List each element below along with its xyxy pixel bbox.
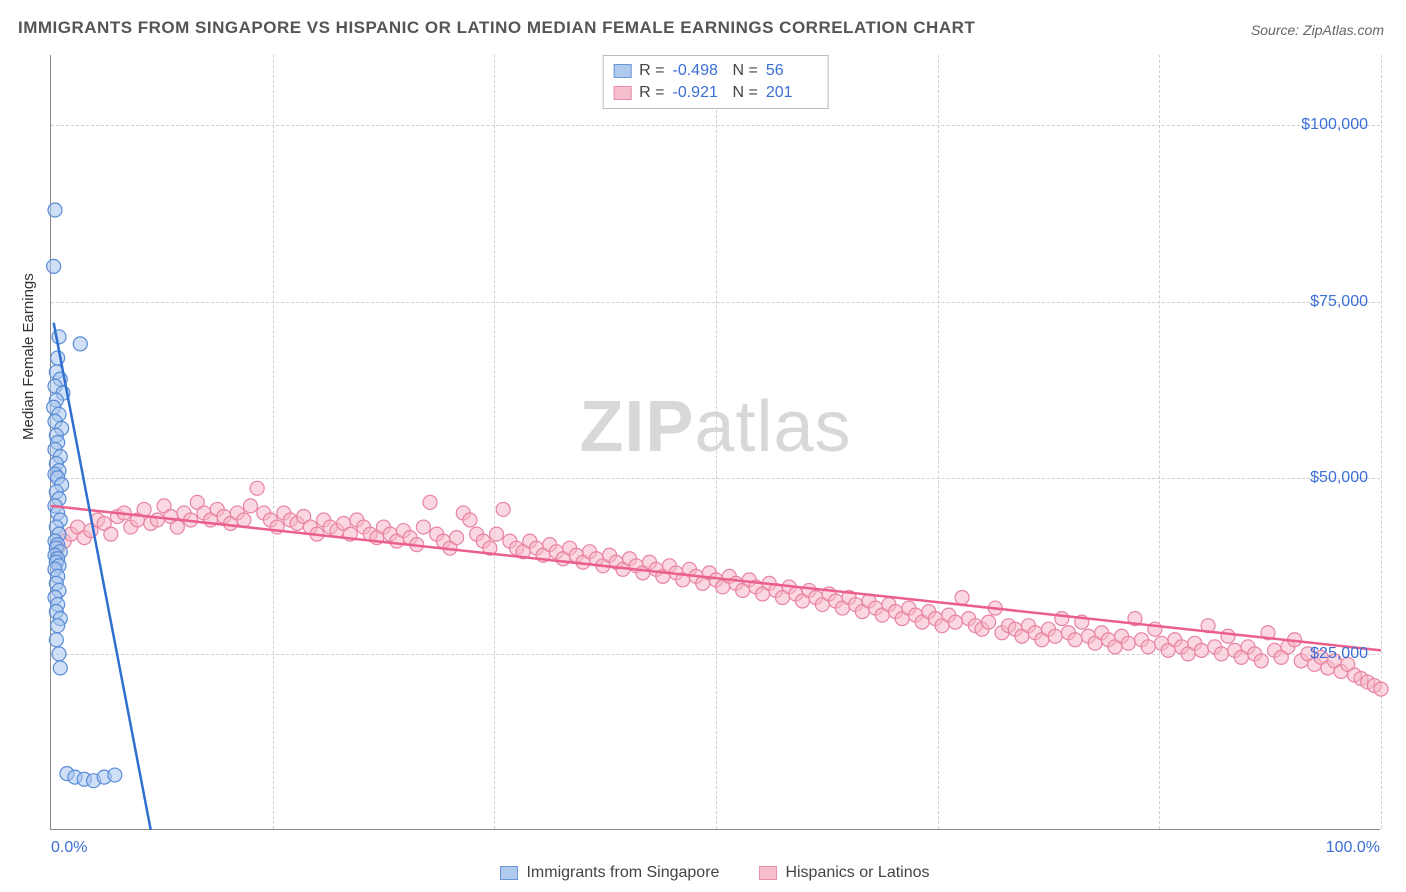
n-label: N = — [733, 60, 758, 82]
legend-item-singapore: Immigrants from Singapore — [500, 864, 719, 882]
r-label: R = — [639, 82, 664, 104]
y-tick-label: $50,000 — [1310, 469, 1368, 487]
stats-legend-box: R = -0.498 N = 56 R = -0.921 N = 201 — [602, 55, 829, 109]
legend-swatch-hispanic — [759, 866, 777, 880]
x-tick-min: 0.0% — [51, 839, 87, 857]
r-value-singapore: -0.498 — [673, 60, 725, 82]
legend-item-hispanic: Hispanics or Latinos — [759, 864, 929, 882]
x-tick-max: 100.0% — [1326, 839, 1380, 857]
n-value-hispanic: 201 — [766, 82, 818, 104]
legend-swatch-singapore — [500, 866, 518, 880]
source-attribution: Source: ZipAtlas.com — [1251, 22, 1384, 38]
chart-title: IMMIGRANTS FROM SINGAPORE VS HISPANIC OR… — [18, 18, 975, 38]
scatter-plot — [51, 55, 1380, 829]
stats-row-singapore: R = -0.498 N = 56 — [613, 60, 818, 82]
y-tick-label: $25,000 — [1310, 645, 1368, 663]
swatch-hispanic — [613, 86, 631, 100]
stats-row-hispanic: R = -0.921 N = 201 — [613, 82, 818, 104]
n-value-singapore: 56 — [766, 60, 818, 82]
legend-label-hispanic: Hispanics or Latinos — [785, 864, 929, 882]
r-value-hispanic: -0.921 — [673, 82, 725, 104]
swatch-singapore — [613, 64, 631, 78]
n-label: N = — [733, 82, 758, 104]
legend-label-singapore: Immigrants from Singapore — [526, 864, 719, 882]
y-tick-label: $75,000 — [1310, 293, 1368, 311]
bottom-legend: Immigrants from Singapore Hispanics or L… — [50, 864, 1380, 882]
y-tick-label: $100,000 — [1301, 116, 1368, 134]
y-axis-label: Median Female Earnings — [20, 273, 37, 440]
plot-area: ZIPatlas R = -0.498 N = 56 R = -0.921 N … — [50, 55, 1380, 830]
r-label: R = — [639, 60, 664, 82]
